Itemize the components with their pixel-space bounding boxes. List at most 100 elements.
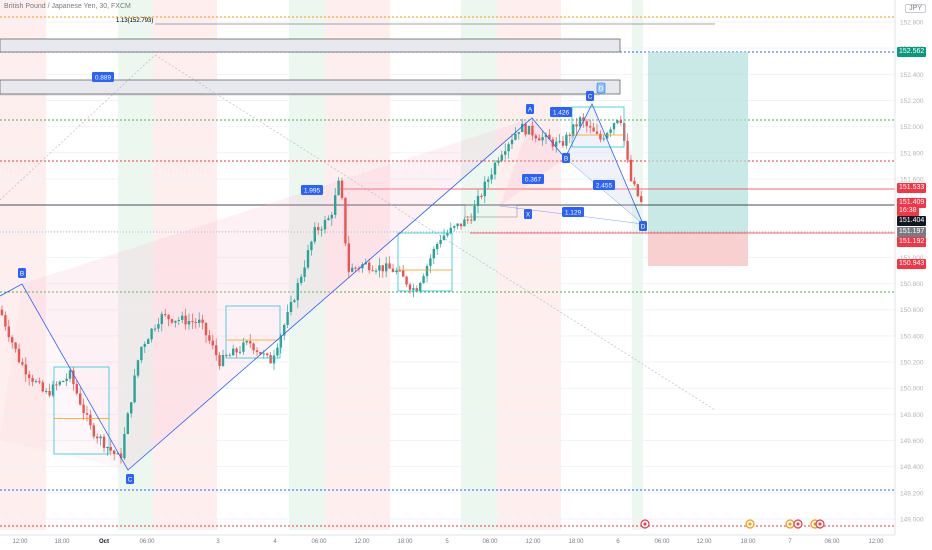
price-label-red: 151.409 [897, 198, 927, 208]
time-tick: 06:00 [654, 539, 670, 545]
session-band [632, 0, 643, 530]
target-zone [648, 52, 748, 233]
candle-bullish [293, 300, 296, 302]
time-tick: 12:00 [525, 539, 541, 545]
candle-bearish [201, 319, 204, 323]
candle-bullish [517, 132, 520, 134]
time-tick: 12:00 [696, 539, 712, 545]
candle-bearish [470, 219, 473, 221]
candle-bullish [106, 447, 109, 449]
candle-bullish [228, 355, 231, 357]
candle-bullish [493, 162, 497, 175]
candle-bullish [606, 132, 609, 139]
candle-bullish [177, 319, 180, 321]
candle-bullish [476, 195, 480, 207]
candle-bullish [432, 248, 435, 259]
candles [0, 112, 643, 464]
candle-bearish [354, 267, 357, 269]
time-tick: 18:00 [740, 539, 756, 545]
candle-bearish [252, 343, 255, 351]
trend-line [154, 54, 716, 411]
candle-bearish [204, 322, 208, 336]
candle-bearish [167, 314, 170, 320]
pattern-point-label: C [588, 94, 593, 101]
candle-bullish [99, 436, 102, 439]
price-label-red: 16:38 [897, 206, 919, 216]
candle-bearish [640, 196, 643, 202]
candle-bullish [330, 214, 333, 219]
supply-zone [0, 38, 621, 53]
candle-bullish [34, 381, 38, 383]
range-box [53, 366, 110, 455]
candle-bullish [323, 219, 327, 230]
candle-bullish [262, 353, 265, 355]
candle-bullish [429, 258, 432, 266]
time-tick: 7 [788, 539, 792, 545]
pattern-point-label: D [599, 86, 604, 93]
price-tick: 150.000 [900, 386, 924, 393]
candle-bullish [609, 129, 612, 133]
candle-bearish [119, 453, 123, 459]
range-box [464, 204, 518, 218]
time-tick: 3 [216, 539, 220, 545]
candle-bearish [41, 382, 44, 392]
candle-bullish [487, 179, 490, 182]
price-tick: 150.800 [900, 281, 924, 288]
pattern-fill [565, 104, 643, 224]
candle-bullish [276, 347, 279, 356]
candle-bearish [92, 425, 95, 437]
candle-bullish [412, 288, 415, 290]
stop-zone [648, 233, 748, 266]
candle-bearish [28, 374, 31, 379]
candle-bullish [497, 160, 500, 163]
candle-bullish [126, 413, 129, 435]
candle-bearish [599, 133, 602, 140]
price-tick: 151.000 [900, 255, 924, 262]
pattern-point-d: D [639, 221, 647, 231]
candle-bullish [436, 244, 439, 249]
candle-bullish [456, 223, 459, 227]
range-box [571, 106, 625, 148]
candle-bullish [572, 124, 575, 137]
range-box [397, 232, 453, 292]
currency-badge[interactable]: JPY [905, 4, 926, 13]
ratio-label: 0.367 [522, 174, 544, 184]
ratio-label: 1.426 [550, 107, 572, 117]
candle-bullish [187, 321, 191, 325]
candle-bearish [55, 384, 58, 386]
candle-bearish [211, 340, 214, 346]
candle-bearish [459, 223, 463, 227]
pattern-point-d: D [596, 82, 606, 94]
pattern-point-c: C [126, 474, 134, 484]
candle-bullish [300, 276, 303, 283]
session-band [0, 0, 46, 530]
candle-bullish [500, 154, 503, 161]
time-tick: 18:00 [568, 539, 584, 545]
event-icon-dot [748, 522, 752, 526]
candle-bearish [164, 314, 167, 316]
candle-bearish [113, 450, 116, 455]
pattern-fill [22, 118, 532, 470]
candle-bullish [446, 233, 449, 236]
pattern-point-label: C [128, 477, 133, 484]
candle-bearish [7, 326, 10, 338]
price-label-dark: 151.404 [897, 216, 927, 226]
candle-bullish [453, 226, 456, 228]
candle-bearish [619, 120, 622, 124]
candle-bullish [310, 241, 313, 251]
candle-bullish [51, 384, 55, 396]
candle-bullish [514, 133, 517, 140]
candle-bullish [327, 218, 330, 220]
price-tick: 149.000 [900, 517, 924, 524]
candle-bearish [568, 134, 571, 137]
candle-bearish [38, 381, 41, 383]
price-tick: 149.400 [900, 464, 924, 471]
candle-bearish [531, 125, 534, 136]
price-label-gray: 151.197 [897, 227, 927, 237]
candle-bearish [415, 288, 418, 291]
session-band [461, 0, 497, 530]
candle-bullish [286, 311, 289, 325]
candle-bearish [589, 126, 592, 128]
